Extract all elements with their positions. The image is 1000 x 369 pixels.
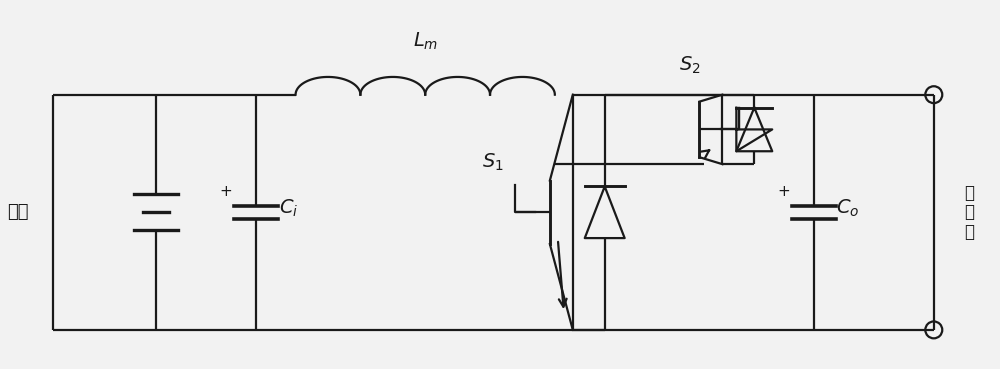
Text: $L_m$: $L_m$ xyxy=(413,31,438,52)
Text: 电池: 电池 xyxy=(8,203,29,221)
Text: +: + xyxy=(219,184,232,199)
Text: $C_o$: $C_o$ xyxy=(836,198,860,219)
Text: $S_1$: $S_1$ xyxy=(482,152,504,173)
Text: 逆
变
器: 逆 变 器 xyxy=(964,184,974,241)
Text: $C_i$: $C_i$ xyxy=(279,198,298,219)
Text: $S_2$: $S_2$ xyxy=(679,54,700,76)
Text: +: + xyxy=(778,184,791,199)
